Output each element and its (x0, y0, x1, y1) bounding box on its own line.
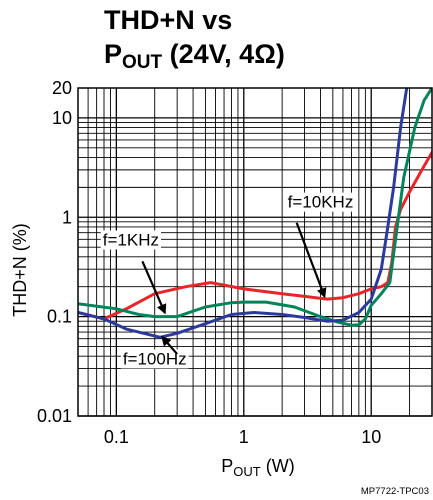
y-tick-label: 1 (62, 207, 72, 227)
y-axis-label: THD+N (%) (10, 223, 30, 317)
annotation-arrow (161, 335, 178, 355)
y-tick-label: 0.1 (47, 307, 72, 327)
x-tick-label: 10 (361, 427, 381, 447)
y-tick-label: 10 (52, 108, 72, 128)
annotation-label: f=1KHz (103, 230, 159, 249)
grid (77, 87, 433, 417)
annotation-2: f=100Hz (120, 335, 189, 369)
plot-frame (77, 87, 433, 417)
annotation-arrow (141, 260, 167, 315)
annotation-1: f=1KHz (100, 230, 167, 315)
series-group (78, 88, 432, 339)
annotation-label-bg (285, 192, 356, 212)
y-tick-label: 0.01 (37, 406, 72, 426)
y-tick-label: 20 (52, 78, 72, 98)
x-tick-label: 1 (239, 427, 249, 447)
annotation-label: f=100Hz (123, 349, 187, 368)
annotation-0: f=10KHz (285, 192, 356, 299)
figure-credit: MP7722-TPC03 (361, 486, 429, 497)
annotation-label-bg (120, 349, 189, 369)
annotation-label-bg (100, 230, 161, 250)
chart-title-line1: THD+N vs (104, 5, 232, 35)
annotation-arrow (295, 222, 327, 299)
tick-labels: 0.1 1 10 20 10 1 0.1 0.01 (37, 78, 381, 447)
x-axis-label: POUT (W) (221, 456, 294, 479)
series-line-1 (78, 88, 432, 327)
x-tick-label: 0.1 (104, 427, 129, 447)
annotation-label: f=10KHz (288, 193, 354, 212)
series-line-2 (78, 88, 409, 339)
chart-title-line2: POUT (24V, 4Ω) (104, 39, 285, 73)
annotation-group: f=10KHz f=1KHz f=100Hz (100, 192, 356, 369)
